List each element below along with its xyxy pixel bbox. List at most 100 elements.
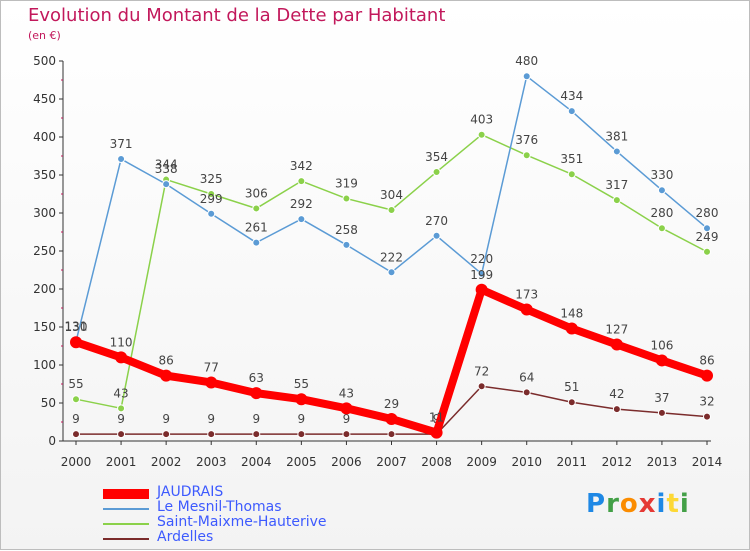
y-tick-label: 150 [33,320,56,334]
data-label-jaudrais: 130 [65,320,88,334]
data-label-saint-maixme-hauterive: 43 [113,386,128,400]
y-tick-label: 200 [33,282,56,296]
legend: JAUDRAIS Le Mesnil-Thomas Saint-Maixme-H… [103,484,363,546]
x-tick-label: 2001 [106,455,137,469]
point-saint-maixme-hauterive [117,404,126,413]
data-label-le-mesnil-thomas: 371 [110,137,133,151]
data-label-le-mesnil-thomas: 131 [65,319,88,333]
point-jaudrais [295,393,308,406]
data-label-saint-maixme-hauterive: 306 [245,186,268,200]
point-jaudrais [655,354,668,367]
point-ardelles [342,430,351,439]
point-saint-maixme-hauterive [612,196,621,205]
legend-swatch-le-mesnil-thomas [103,508,149,510]
y-tick-label: 400 [33,130,56,144]
point-jaudrais [520,303,533,316]
data-label-le-mesnil-thomas: 280 [696,206,719,220]
x-tick-label: 2010 [511,455,542,469]
data-label-saint-maixme-hauterive: 280 [650,206,673,220]
point-ardelles [72,430,80,439]
legend-item-saint-maixme-hauterive[interactable]: Saint-Maixme-Hauterive [103,514,363,531]
point-le-mesnil-thomas [117,155,126,164]
data-label-le-mesnil-thomas: 258 [335,223,358,237]
data-label-ardelles: 72 [474,364,489,378]
legend-item-ardelles[interactable]: Ardelles [103,529,363,546]
legend-item-jaudrais[interactable]: JAUDRAIS [103,484,363,501]
data-label-ardelles: 9 [207,412,215,426]
point-saint-maixme-hauterive [252,204,261,213]
data-label-jaudrais: 148 [560,307,583,321]
data-label-ardelles: 64 [519,370,534,384]
point-le-mesnil-thomas [387,268,396,277]
data-label-jaudrais: 11 [429,411,444,425]
data-label-saint-maixme-hauterive: 325 [200,172,223,186]
data-label-saint-maixme-hauterive: 354 [425,150,448,164]
data-label-le-mesnil-thomas: 222 [380,250,403,264]
data-label-saint-maixme-hauterive: 304 [380,188,403,202]
data-label-jaudrais: 29 [384,397,399,411]
point-saint-maixme-hauterive [477,130,486,139]
data-label-ardelles: 9 [433,412,441,426]
data-label-le-mesnil-thomas: 480 [515,54,538,68]
data-label-le-mesnil-thomas: 330 [650,168,673,182]
data-label-ardelles: 9 [252,412,260,426]
point-saint-maixme-hauterive [387,205,396,214]
data-label-le-mesnil-thomas: 261 [245,221,268,235]
x-tick-label: 2000 [61,455,92,469]
point-le-mesnil-thomas [703,224,711,233]
data-label-saint-maixme-hauterive: 403 [470,113,493,127]
data-label-le-mesnil-thomas: 292 [290,197,313,211]
x-tick-label: 2007 [376,455,407,469]
point-jaudrais [160,369,173,382]
data-label-jaudrais: 110 [110,335,133,349]
data-label-ardelles: 9 [72,412,80,426]
data-label-ardelles: 9 [117,412,125,426]
point-jaudrais [70,336,82,349]
point-saint-maixme-hauterive [207,190,216,198]
legend-label: JAUDRAIS [157,484,224,500]
y-tick-label: 0 [48,434,56,448]
legend-label: Saint-Maixme-Hauterive [157,514,327,530]
point-ardelles [567,398,576,407]
x-tick-label: 2006 [331,455,362,469]
x-tick-label: 2012 [602,455,633,469]
x-tick-label: 2002 [151,455,182,469]
point-saint-maixme-hauterive [522,151,531,160]
x-tick-label: 2004 [241,455,272,469]
data-label-le-mesnil-thomas: 299 [200,192,223,206]
legend-swatch-saint-maixme-hauterive [103,523,149,525]
point-ardelles [477,382,486,391]
point-ardelles [297,430,306,439]
data-label-saint-maixme-hauterive: 342 [290,159,313,173]
point-jaudrais [340,402,353,415]
data-label-jaudrais: 43 [339,386,354,400]
data-label-saint-maixme-hauterive: 317 [605,178,628,192]
x-tick-label: 2013 [647,455,678,469]
point-le-mesnil-thomas [657,186,666,195]
point-ardelles [657,408,666,417]
point-le-mesnil-thomas [207,209,216,218]
point-le-mesnil-thomas [297,215,306,224]
point-jaudrais [610,338,623,351]
y-tick-label: 450 [33,92,56,106]
point-jaudrais [250,387,263,400]
point-le-mesnil-thomas [252,238,261,247]
point-le-mesnil-thomas [477,269,486,278]
point-le-mesnil-thomas [432,231,441,240]
y-tick-label: 350 [33,168,56,182]
data-label-ardelles: 37 [654,391,669,405]
point-saint-maixme-hauterive [342,194,351,203]
point-ardelles [703,412,711,421]
x-tick-label: 2008 [421,455,452,469]
data-label-jaudrais: 77 [204,360,219,374]
data-label-le-mesnil-thomas: 434 [560,89,583,103]
point-saint-maixme-hauterive [703,247,711,256]
point-jaudrais [205,376,218,389]
data-label-jaudrais: 199 [470,268,493,282]
data-label-jaudrais: 55 [294,377,309,391]
data-label-ardelles: 9 [343,412,351,426]
legend-item-le-mesnil-thomas[interactable]: Le Mesnil-Thomas [103,499,363,516]
y-tick-label: 50 [41,396,56,410]
